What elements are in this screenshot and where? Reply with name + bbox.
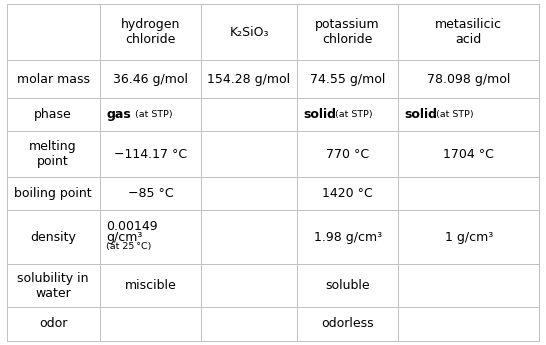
Text: 770 °C: 770 °C (326, 148, 369, 161)
Text: odor: odor (39, 317, 67, 331)
Text: gas: gas (106, 108, 131, 121)
Text: 1 g/cm³: 1 g/cm³ (444, 231, 493, 244)
Text: 1.98 g/cm³: 1.98 g/cm³ (313, 231, 382, 244)
Text: (at STP): (at STP) (436, 110, 474, 119)
Text: K₂SiO₃: K₂SiO₃ (229, 26, 269, 39)
Text: soluble: soluble (325, 279, 370, 292)
Text: 74.55 g/mol: 74.55 g/mol (310, 73, 385, 86)
Text: (at STP): (at STP) (135, 110, 173, 119)
Text: odorless: odorless (321, 317, 374, 331)
Text: (at STP): (at STP) (335, 110, 373, 119)
Text: melting
point: melting point (29, 140, 77, 168)
Text: g/cm³: g/cm³ (106, 231, 143, 244)
Text: density: density (30, 231, 76, 244)
Text: −114.17 °C: −114.17 °C (114, 148, 187, 161)
Text: 0.00149: 0.00149 (106, 220, 158, 233)
Text: boiling point: boiling point (14, 187, 92, 200)
Text: molar mass: molar mass (17, 73, 90, 86)
Text: solid: solid (304, 108, 336, 121)
Text: (at 25 °C): (at 25 °C) (106, 241, 152, 250)
Text: potassium
chloride: potassium chloride (315, 18, 380, 46)
Text: metasilicic
acid: metasilicic acid (435, 18, 502, 46)
Text: 154.28 g/mol: 154.28 g/mol (207, 73, 290, 86)
Text: solubility in
water: solubility in water (17, 272, 89, 299)
Text: 1420 °C: 1420 °C (322, 187, 373, 200)
Text: 1704 °C: 1704 °C (443, 148, 494, 161)
Text: phase: phase (34, 108, 72, 121)
Text: solid: solid (405, 108, 438, 121)
Text: hydrogen
chloride: hydrogen chloride (121, 18, 180, 46)
Text: 36.46 g/mol: 36.46 g/mol (113, 73, 188, 86)
Text: −85 °C: −85 °C (128, 187, 173, 200)
Text: miscible: miscible (124, 279, 176, 292)
Text: 78.098 g/mol: 78.098 g/mol (427, 73, 511, 86)
